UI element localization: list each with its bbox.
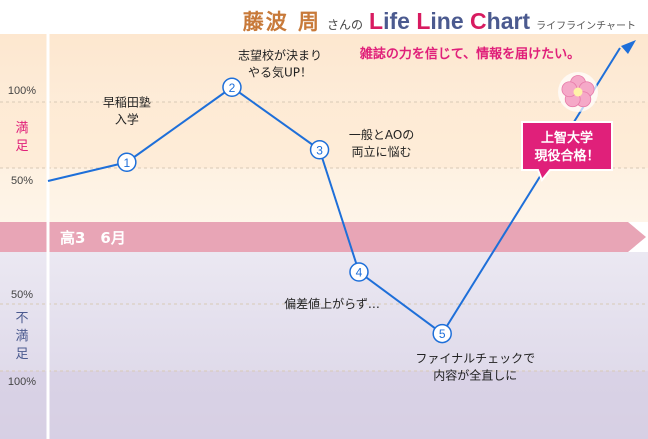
- title-capital-0: L: [369, 8, 384, 34]
- title-rest-1: ine: [430, 8, 471, 34]
- point-marker-3: [309, 140, 330, 160]
- title-rest-0: ife: [383, 8, 417, 34]
- achievement-label: 上智大学現役合格！: [534, 130, 599, 164]
- y-label-sat-100: 100%: [8, 85, 36, 97]
- timeline-band: [0, 222, 646, 252]
- line-segment-1: [126, 86, 233, 164]
- title-rest-2: hart: [486, 8, 531, 34]
- y-label-uns-50: 50%: [11, 289, 33, 301]
- line-segment-0: [47, 161, 128, 182]
- point-marker-5: [432, 323, 452, 344]
- y-label-uns-100: 100%: [8, 376, 36, 388]
- point-label-2: 志望校が決まりやる気UP！: [238, 47, 322, 79]
- point-number-4: 4: [356, 266, 363, 280]
- title-capital-1: L: [416, 8, 431, 34]
- unsatisfied-zone-strong: [0, 371, 648, 439]
- band-label: 高3 6月: [60, 229, 126, 247]
- point-marker-1: [117, 152, 137, 172]
- point-label-1: 早稲田塾入学: [103, 94, 151, 126]
- y-label-satisfied: 満足: [15, 121, 28, 154]
- flower-center: [573, 87, 583, 97]
- chart-header: 藤波 周 さんの Life Line Chart ライフラインチャート: [243, 6, 636, 36]
- honorific: さんの: [327, 18, 364, 32]
- trailing-message: 雑誌の力を信じて、情報を届けたい。: [359, 46, 580, 62]
- point-number-3: 3: [316, 143, 323, 157]
- line-segment-4: [358, 271, 443, 335]
- y-label-sat-50: 50%: [11, 175, 33, 187]
- point-number-5: 5: [439, 327, 446, 341]
- arrow-head: [621, 40, 636, 54]
- point-label-4: 偏差値上がらず…: [284, 296, 380, 311]
- title-capital-2: C: [470, 8, 487, 34]
- chart-title: Life Line Chart: [369, 8, 530, 35]
- point-label-3: 一般とAOの両立に悩む: [349, 127, 414, 159]
- chart-subtitle: ライフラインチャート: [536, 21, 636, 32]
- point-marker-2: [222, 77, 242, 97]
- line-segment-3: [318, 149, 360, 273]
- achievement-callout: [521, 121, 613, 182]
- person-name: 藤波 周: [242, 10, 322, 34]
- y-label-unsatisfied: 不満足: [15, 311, 28, 362]
- point-marker-4: [349, 262, 369, 282]
- line-segment-2: [231, 86, 321, 151]
- point-number-2: 2: [229, 81, 236, 95]
- point-number-1: 1: [123, 156, 130, 170]
- point-label-5: ファイナルチェックで内容が全直しに: [415, 352, 535, 383]
